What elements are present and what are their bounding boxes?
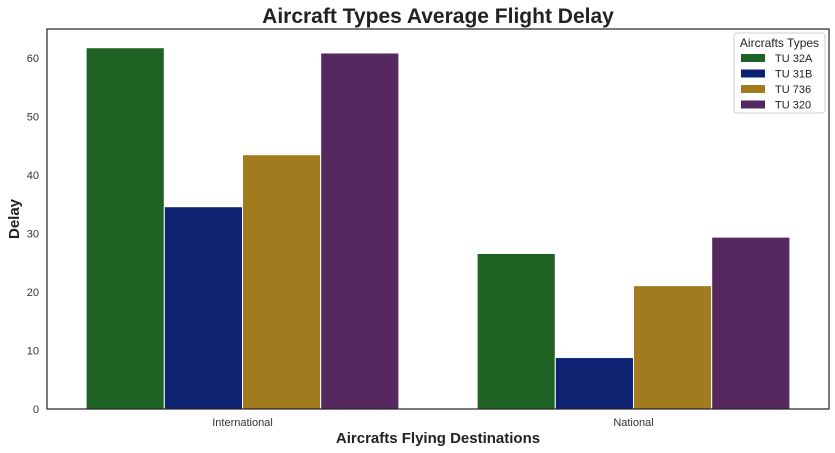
y-tick-label: 30 — [27, 229, 39, 241]
legend-swatch — [741, 54, 765, 62]
legend-label: TU 320 — [775, 100, 811, 112]
chart-title: Aircraft Types Average Flight Delay — [262, 5, 614, 28]
bar-tu-32a-international — [85, 47, 165, 410]
bar-tu-31b-international — [163, 206, 243, 410]
x-tick-label: National — [613, 417, 653, 429]
x-axis-label: Aircrafts Flying Destinations — [336, 430, 540, 447]
y-tick-label: 10 — [27, 346, 39, 358]
y-tick-label: 20 — [27, 287, 39, 299]
bar-tu-320-international — [320, 52, 400, 410]
y-axis-ticks: 0 10 20 30 40 50 60 — [27, 53, 39, 416]
x-tick-label: International — [212, 417, 273, 429]
legend-swatch — [741, 69, 765, 78]
bar-tu-31b-national — [554, 357, 634, 410]
y-tick-label: 40 — [27, 170, 39, 182]
y-tick-label: 50 — [27, 112, 39, 124]
legend-label: TU 31B — [775, 69, 812, 81]
plot-frame — [46, 28, 830, 410]
bar-tu-32a-national — [476, 252, 556, 410]
legend-label: TU 32A — [775, 53, 813, 65]
y-tick-label: 0 — [33, 404, 39, 416]
bar-tu-736-international — [242, 154, 322, 410]
x-axis-ticks: International National — [212, 417, 653, 429]
legend-title: Aircrafts Types — [740, 36, 819, 50]
bar-tu-736-national — [633, 285, 713, 410]
y-tick-label: 60 — [27, 53, 39, 65]
legend-swatch — [741, 85, 765, 93]
legend: Aircrafts Types TU 32A TU 31B TU 736 TU 320 — [733, 32, 826, 114]
legend-label: TU 736 — [775, 84, 811, 96]
bars-layer — [85, 47, 791, 410]
legend-swatch — [741, 100, 765, 109]
legend-items: TU 32A TU 31B TU 736 TU 320 — [741, 53, 813, 112]
y-axis-label: Delay — [6, 198, 23, 239]
bar-tu-320-national — [711, 236, 791, 410]
